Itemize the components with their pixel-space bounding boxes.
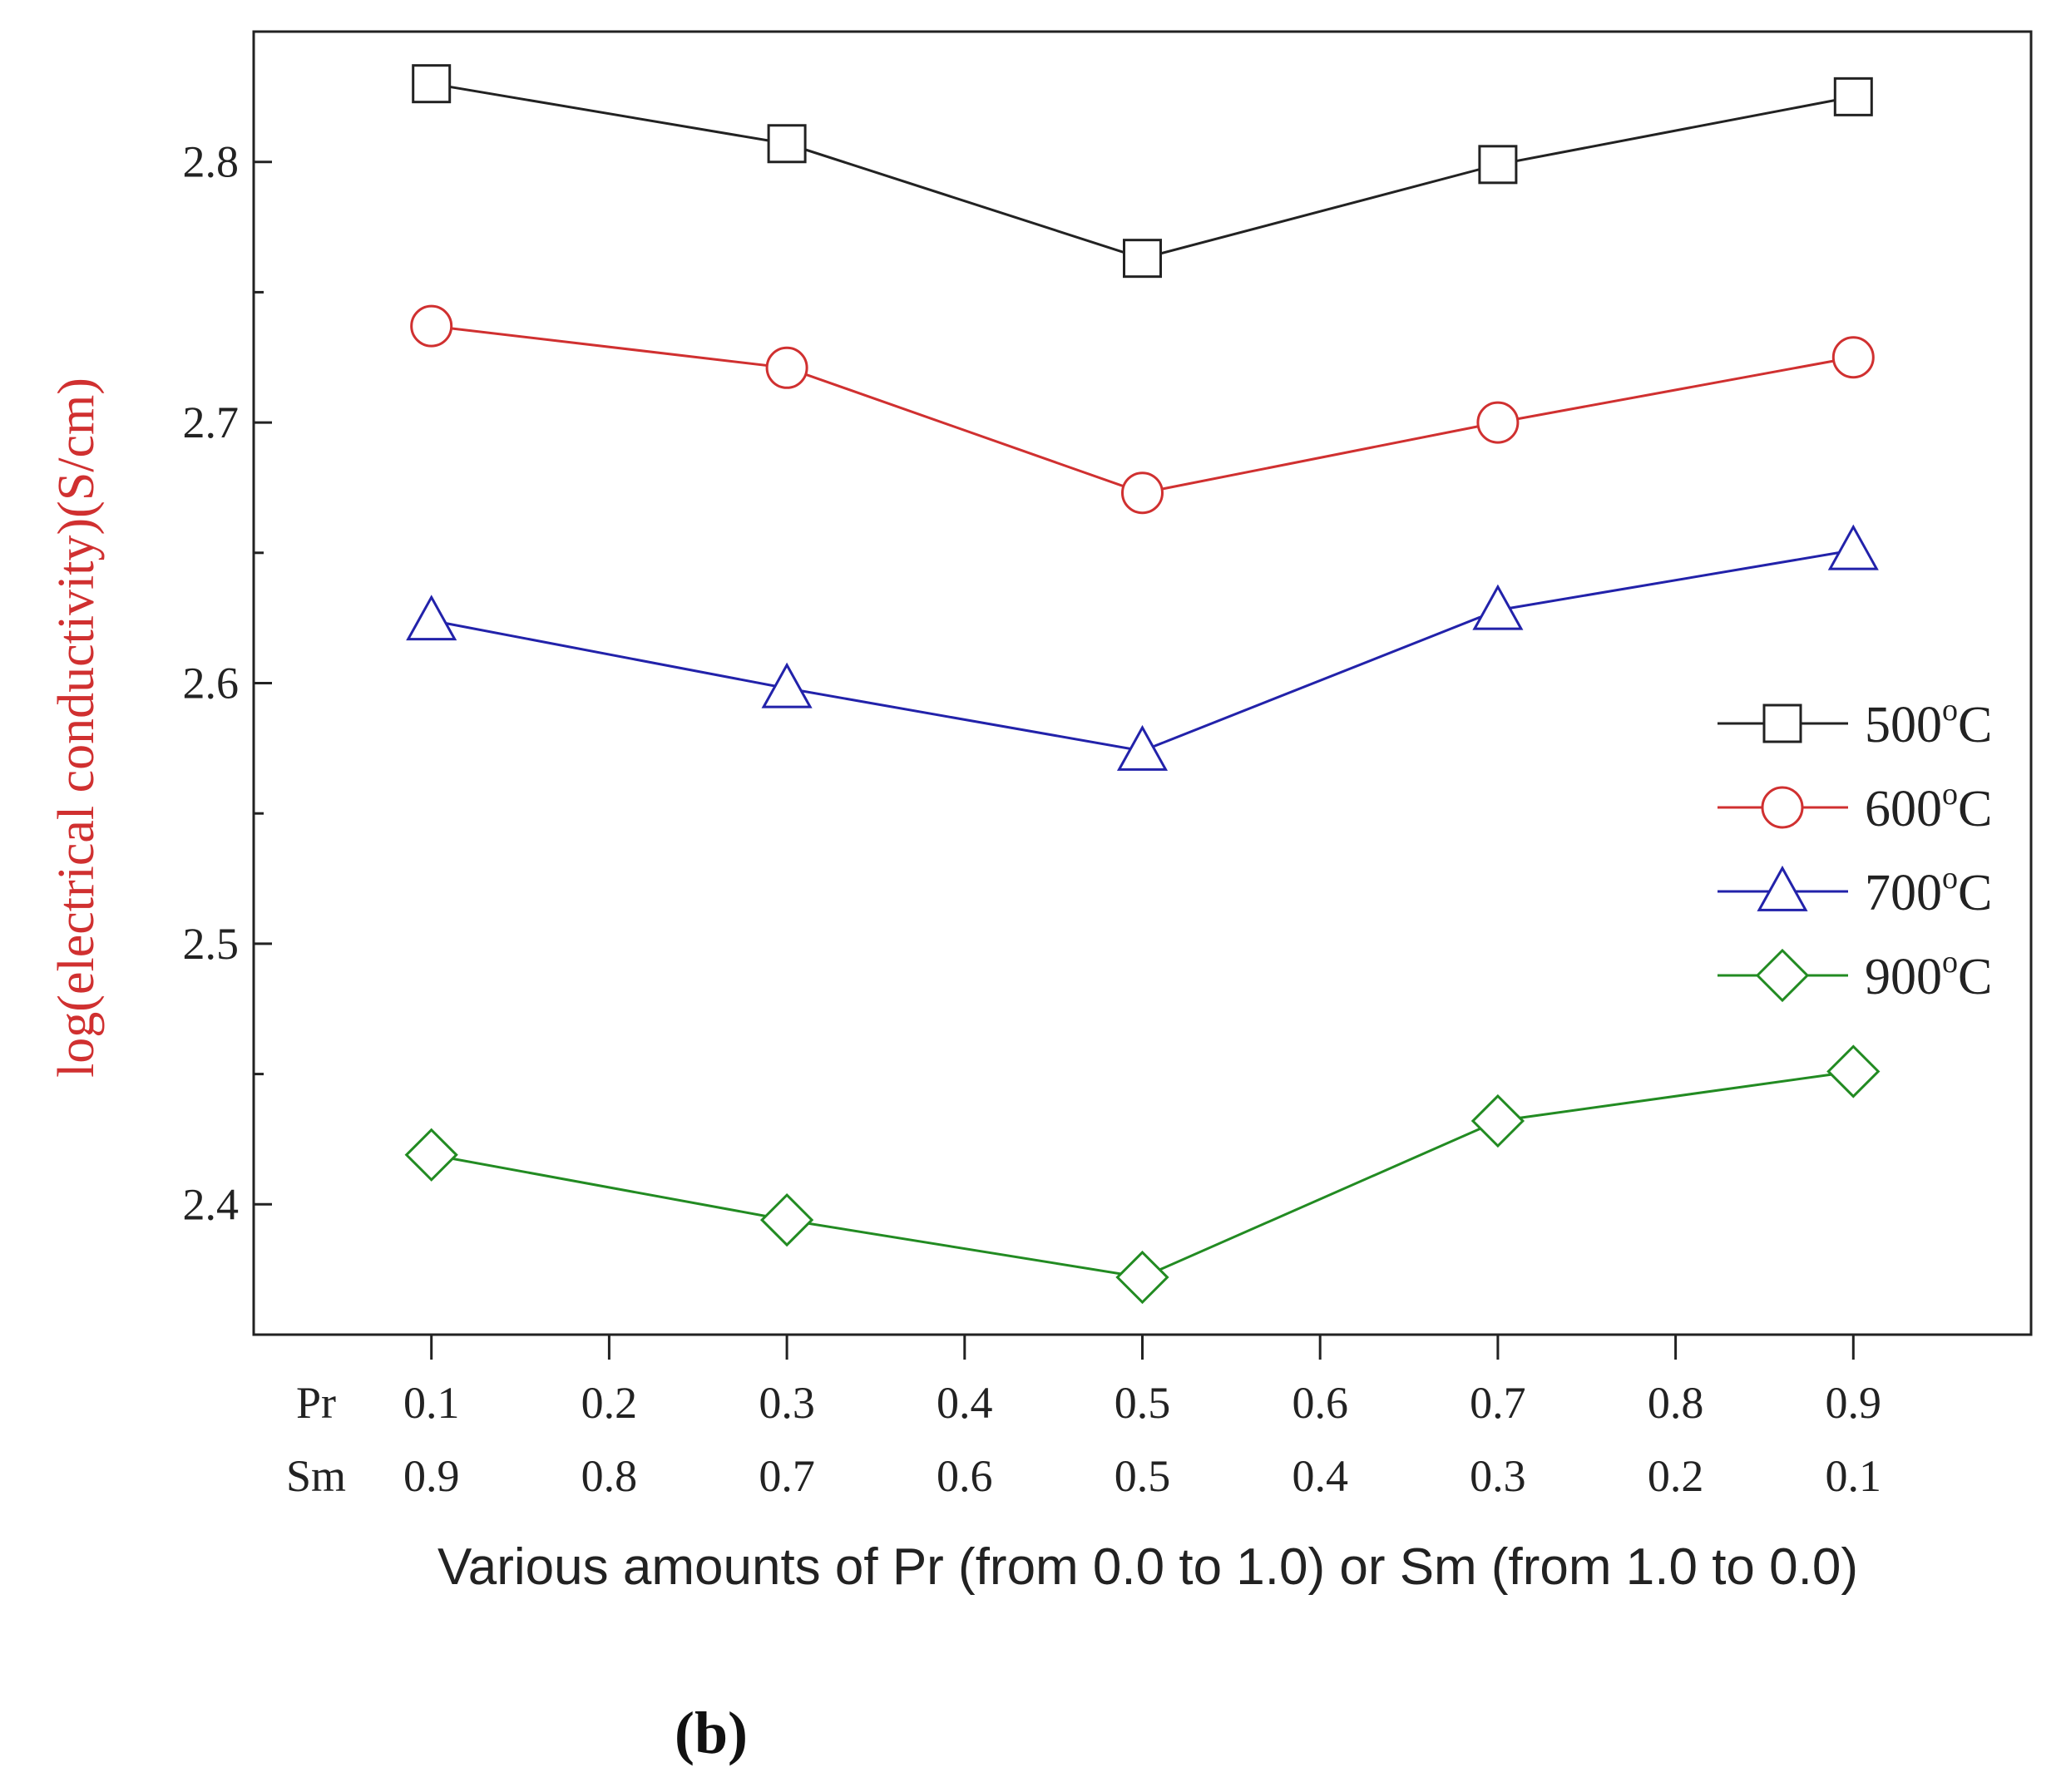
data-point-700 xyxy=(761,662,813,708)
legend-item-500: 500oC xyxy=(1718,693,1992,753)
series-500 xyxy=(412,64,1873,279)
x-row-label-sm: Sm xyxy=(286,1451,346,1501)
legend-label: 700oC xyxy=(1865,861,1992,921)
series-600 xyxy=(410,304,1875,515)
y-tick-label: 2.5 xyxy=(183,919,240,969)
legend-label: 500oC xyxy=(1865,693,1992,753)
data-point-900 xyxy=(759,1192,814,1247)
data-point-900 xyxy=(1826,1044,1881,1098)
series-line-600 xyxy=(431,324,1854,495)
data-point-600 xyxy=(1831,336,1875,379)
legend-label: 600oC xyxy=(1865,777,1992,837)
x-tick-label-sm: 0.3 xyxy=(1470,1451,1526,1501)
data-point-500 xyxy=(1833,77,1873,116)
y-tick-label: 2.4 xyxy=(183,1179,240,1229)
data-point-500 xyxy=(412,64,452,104)
data-point-500 xyxy=(1478,145,1518,185)
x-tick-label-sm: 0.6 xyxy=(937,1451,993,1501)
x-tick-label-pr: 0.4 xyxy=(937,1378,993,1428)
x-tick-label-pr: 0.5 xyxy=(1115,1378,1171,1428)
y-tick-label: 2.8 xyxy=(183,137,240,187)
x-tick-label-sm: 0.1 xyxy=(1826,1451,1882,1501)
y-tick-label: 2.7 xyxy=(183,397,240,447)
x-tick-label-sm: 0.5 xyxy=(1115,1451,1171,1501)
data-point-600 xyxy=(1476,401,1520,444)
legend-marker xyxy=(1757,865,1808,911)
legend: 500oC 600oC 700oC 900oC xyxy=(1718,693,1992,1005)
legend-marker xyxy=(1761,786,1804,829)
x-tick-label-pr: 0.3 xyxy=(759,1378,815,1428)
y-axis: 2.4 2.5 2.6 2.7 2.8 xyxy=(183,137,272,1229)
data-point-700 xyxy=(1116,724,1169,771)
series-700 xyxy=(406,524,1879,771)
x-tick-label-sm: 0.9 xyxy=(403,1451,460,1501)
legend-item-900: 900oC xyxy=(1718,945,1992,1005)
x-tick-label-pr: 0.6 xyxy=(1292,1378,1348,1428)
x-row-label-pr: Pr xyxy=(296,1378,336,1428)
x-axis-title: Various amounts of Pr (from 0.0 to 1.0) … xyxy=(437,1538,1858,1596)
x-tick-label-sm: 0.2 xyxy=(1648,1451,1704,1501)
legend-marker xyxy=(1762,703,1802,743)
legend-marker xyxy=(1755,948,1810,1003)
series-layer xyxy=(404,64,1881,1305)
plot-frame xyxy=(252,30,2033,1336)
data-point-700 xyxy=(1827,524,1879,570)
x-tick-label-sm: 0.7 xyxy=(759,1451,815,1501)
data-point-600 xyxy=(410,304,453,348)
x-tick-label-pr: 0.2 xyxy=(581,1378,638,1428)
legend-label: 900oC xyxy=(1865,945,1992,1005)
data-point-700 xyxy=(406,595,457,641)
panel-label: (b) xyxy=(675,1700,748,1766)
x-tick-label-sm: 0.4 xyxy=(1292,1451,1348,1501)
x-tick-label-pr: 0.1 xyxy=(403,1378,460,1428)
y-tick-label: 2.6 xyxy=(183,659,240,708)
data-point-900 xyxy=(404,1128,458,1182)
data-point-600 xyxy=(1121,471,1164,515)
data-point-600 xyxy=(765,346,808,389)
y-axis-title: log(electrical conductivity)(S/cm) xyxy=(48,378,105,1078)
x-axis: 0.1 0.9 0.2 0.8 0.3 0.7 0.4 0.6 0.5 0.5 0.6 0.4 0.7 0… xyxy=(286,1335,1881,1501)
data-point-900 xyxy=(1115,1250,1169,1305)
data-point-900 xyxy=(1470,1093,1525,1148)
series-900 xyxy=(404,1044,1881,1305)
x-tick-label-sm: 0.8 xyxy=(581,1451,638,1501)
legend-item-600: 600oC xyxy=(1718,777,1992,837)
x-tick-label-pr: 0.9 xyxy=(1826,1378,1882,1428)
plot-border xyxy=(252,30,2033,1336)
series-line-500 xyxy=(431,82,1854,260)
data-point-500 xyxy=(1123,239,1162,279)
series-line-900 xyxy=(431,1069,1854,1279)
data-point-500 xyxy=(767,124,807,164)
x-tick-label-pr: 0.8 xyxy=(1648,1378,1704,1428)
series-line-700 xyxy=(431,549,1854,753)
legend-item-700: 700oC xyxy=(1718,861,1992,921)
x-tick-label-pr: 0.7 xyxy=(1470,1378,1526,1428)
data-point-700 xyxy=(1472,584,1524,630)
